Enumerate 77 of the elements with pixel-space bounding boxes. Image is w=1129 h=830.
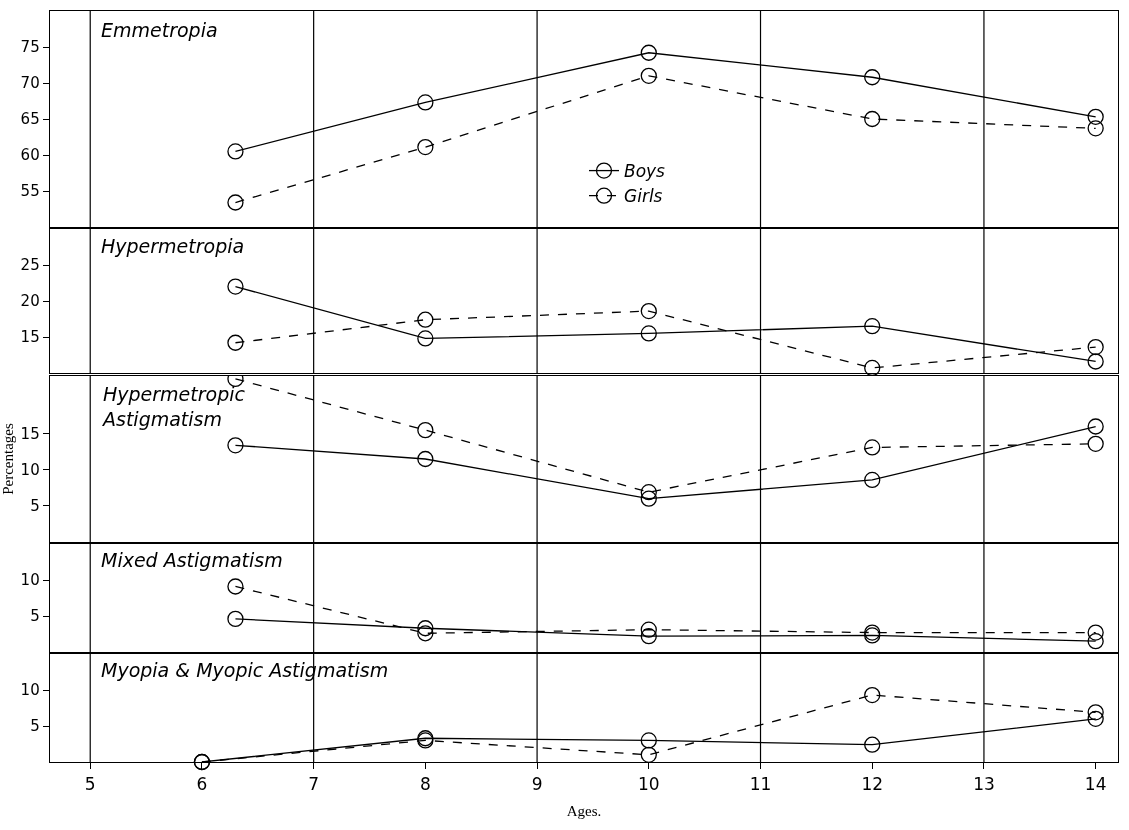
point	[227, 143, 244, 160]
y-tick-label: 5	[30, 606, 40, 625]
point	[640, 732, 657, 749]
y-tick-label: 15	[20, 424, 40, 443]
point	[417, 619, 434, 636]
point	[640, 746, 657, 763]
x-tick-label: 10	[637, 773, 660, 794]
point	[640, 621, 657, 638]
chart-title: Hypermetropia	[101, 235, 245, 258]
point	[1087, 710, 1104, 727]
point	[864, 438, 881, 456]
point	[227, 610, 244, 627]
point	[1087, 703, 1104, 721]
y-axis-title: Percentages	[0, 422, 16, 495]
y-tick-label: 10	[20, 570, 40, 589]
x-tick-label: 13	[973, 773, 995, 794]
x-tick-label: 6	[196, 773, 208, 794]
point	[227, 194, 244, 211]
y-tick-label: 55	[20, 182, 40, 201]
point	[1087, 632, 1104, 649]
y-tick-label: 10	[20, 460, 40, 479]
legend-label: Boys	[624, 161, 666, 182]
point	[640, 67, 657, 84]
y-tick-label: 60	[20, 146, 40, 165]
point	[227, 436, 244, 454]
chart-title: Emmetropia	[101, 19, 218, 41]
legend-label: Girls	[624, 186, 663, 207]
point	[1087, 339, 1104, 356]
y-tick-label: 25	[20, 256, 40, 275]
text: Hypermetropic Astigmatism	[101, 382, 246, 430]
point	[864, 360, 881, 375]
y-tick-label: 10	[20, 681, 40, 700]
point	[640, 490, 657, 507]
point	[417, 311, 434, 329]
x-tick-label: 7	[308, 773, 320, 794]
point	[417, 624, 434, 641]
point	[1087, 623, 1104, 641]
point	[417, 330, 434, 347]
y-tick-label: 65	[20, 110, 40, 129]
point	[1087, 120, 1104, 137]
point	[640, 483, 657, 501]
y-tick-label: 20	[20, 292, 40, 311]
point	[640, 44, 657, 61]
point	[417, 450, 434, 467]
x-tick-label: 14	[1084, 773, 1107, 794]
y-tick-label: 15	[20, 328, 40, 347]
point	[864, 318, 881, 335]
point	[864, 471, 881, 488]
point	[640, 303, 657, 320]
x-tick-label: 9	[531, 773, 543, 794]
y-tick-label: 5	[30, 496, 40, 515]
point	[227, 577, 244, 595]
y-tick-label: 75	[20, 38, 40, 57]
point	[417, 421, 434, 438]
point	[1087, 108, 1104, 125]
x-axis-title: Ages.	[566, 802, 602, 819]
x-tick-label: 11	[749, 773, 772, 794]
x-tick-label: 5	[84, 773, 96, 794]
y-tick-label: 70	[20, 74, 40, 93]
x-tick-label: 12	[861, 773, 884, 794]
point	[417, 94, 434, 111]
point	[227, 335, 244, 352]
point	[417, 138, 434, 156]
point	[864, 69, 881, 86]
x-tick-label: 8	[419, 773, 431, 794]
point	[640, 627, 657, 644]
point	[640, 325, 657, 342]
point	[1087, 353, 1104, 371]
point	[864, 686, 881, 703]
point	[864, 110, 881, 128]
point	[864, 736, 881, 753]
y-tick-label: 5	[30, 717, 40, 736]
point	[227, 278, 244, 296]
chart-title: Mixed Astigmatism	[101, 548, 283, 571]
point	[227, 374, 244, 387]
point	[1087, 418, 1104, 435]
point	[1087, 435, 1104, 452]
